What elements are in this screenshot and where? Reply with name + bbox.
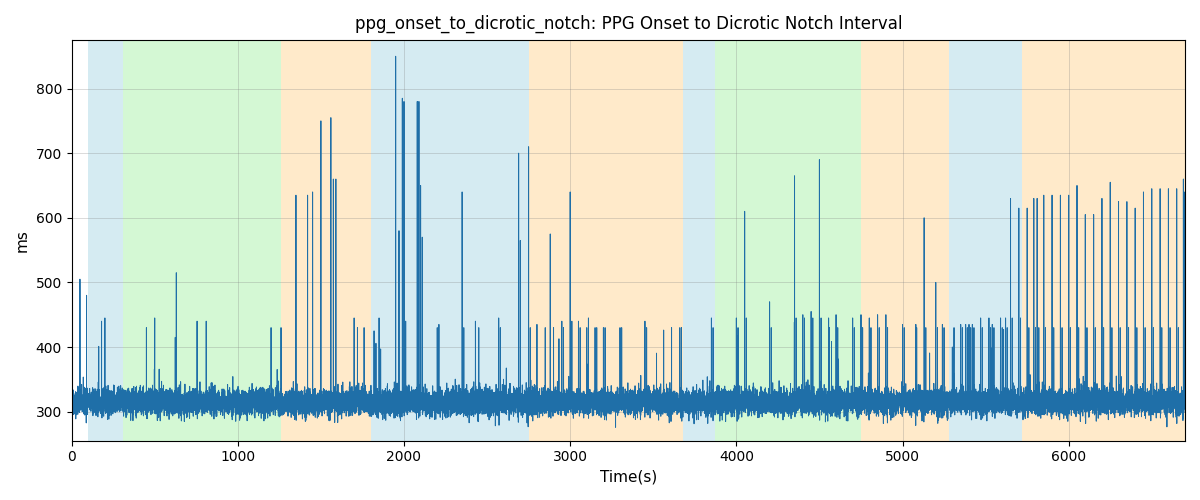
Title: ppg_onset_to_dicrotic_notch: PPG Onset to Dicrotic Notch Interval: ppg_onset_to_dicrotic_notch: PPG Onset t… xyxy=(354,15,902,34)
Bar xyxy=(281,40,371,440)
Bar xyxy=(124,40,281,440)
Bar xyxy=(715,40,860,440)
Bar xyxy=(89,40,124,440)
X-axis label: Time(s): Time(s) xyxy=(600,470,656,485)
Bar xyxy=(860,40,949,440)
Y-axis label: ms: ms xyxy=(16,229,30,252)
Bar xyxy=(949,40,1022,440)
Bar xyxy=(1022,40,1186,440)
Bar xyxy=(683,40,715,440)
Bar xyxy=(529,40,683,440)
Bar xyxy=(371,40,529,440)
